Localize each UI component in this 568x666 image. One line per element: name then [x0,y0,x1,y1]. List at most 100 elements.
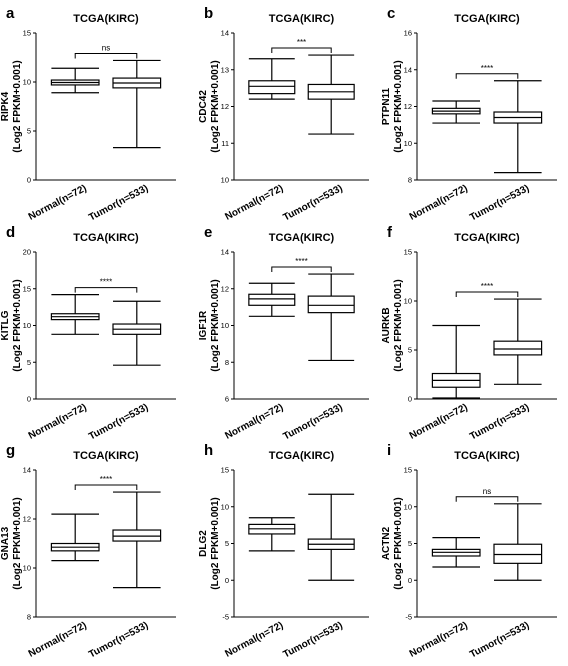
panel-b: b TCGA(KIRC) CDC42(Log2 FPKM+0.001) 10 11 12 1… [198,5,369,223]
y-tick-label: 10 [404,502,412,511]
y-axis-label-line: (Log2 FPKM+0.001) [210,279,221,372]
box-tumor [307,273,355,362]
y-tick-label: 15 [221,466,229,475]
panel-letter: a [6,5,15,22]
y-axis-label: CDC42(Log2 FPKM+0.001) [198,60,221,153]
y-tick-label: 0 [408,395,412,404]
y-axis-label: IGF1R(Log2 FPKM+0.001) [198,279,221,372]
y-tick-label: 8 [225,358,229,367]
chart-title: TCGA(KIRC) [269,13,335,25]
box-normal [431,537,481,568]
y-tick-label: 0 [27,176,31,185]
x-category-label: Tumor(n=533) [87,620,150,661]
panel-h: h TCGA(KIRC) DLG2(Log2 FPKM+0.001) -5 0 5 10 15… [198,442,369,660]
chart-title: TCGA(KIRC) [73,13,139,25]
box-normal [50,67,100,94]
chart-title: TCGA(KIRC) [269,450,335,462]
y-tick-label: 10 [221,321,229,330]
y-tick-label: 6 [225,395,229,404]
y-axis-label: RIPK4(Log2 FPKM+0.001) [0,60,23,153]
x-category-label: Normal(n=72) [27,402,89,442]
significance-label: **** [481,64,493,73]
box-normal [248,58,296,100]
chart-title: TCGA(KIRC) [269,232,335,244]
y-tick-label: 5 [225,539,229,548]
y-axis-label-line: RIPK4 [0,91,11,121]
significance-label: **** [100,475,112,484]
y-tick-label: 10 [23,564,31,573]
significance-bracket [74,484,138,491]
panel-g: g TCGA(KIRC) GNA13(Log2 FPKM+0.001) 8 10 12 14… [0,442,176,660]
y-tick-label: 15 [23,284,31,293]
y-tick-label: 0 [408,576,412,585]
x-category-label: Normal(n=72) [408,183,470,223]
y-axis-label: AURKB(Log2 FPKM+0.001) [381,279,404,372]
panel-i: i TCGA(KIRC) ACTN2(Log2 FPKM+0.001) -5 0 5 10 1… [381,442,557,660]
y-tick-label: 10 [404,139,412,148]
box-tumor [493,80,543,174]
y-tick-label: 14 [221,248,229,257]
significance-bracket [455,73,519,79]
significance-label: **** [295,257,307,266]
y-tick-label: 10 [23,78,31,87]
panel-letter: h [204,442,213,459]
y-tick-label: 0 [27,395,31,404]
y-tick-label: 15 [23,29,31,38]
y-tick-label: 5 [27,358,31,367]
chart-title: TCGA(KIRC) [73,232,139,244]
x-category-label: Normal(n=72) [223,620,285,660]
box-iqr [112,529,162,542]
x-category-label: Tumor(n=533) [281,183,344,224]
significance-bracket [455,496,519,502]
y-axis-label-line: AURKB [381,307,392,343]
x-category-label: Tumor(n=533) [468,183,531,224]
y-tick-label: 8 [408,176,412,185]
x-category-label: Tumor(n=533) [87,183,150,224]
y-tick-label: 10 [23,321,31,330]
panel-letter: i [387,442,391,459]
significance-label: **** [100,278,112,287]
y-axis-label: ACTN2(Log2 FPKM+0.001) [381,497,404,590]
panel-a: a TCGA(KIRC) RIPK4(Log2 FPKM+0.001) 0 5 10 15 N… [0,5,176,223]
panel-letter: d [6,224,15,241]
y-tick-label: 10 [221,176,229,185]
significance-bracket [74,287,138,293]
y-axis-label-line: (Log2 FPKM+0.001) [393,497,404,590]
box-normal [431,324,481,399]
significance-bracket [455,291,519,298]
x-category-label: Tumor(n=533) [281,402,344,443]
x-category-label: Normal(n=72) [27,620,89,660]
y-axis-label: KITLG(Log2 FPKM+0.001) [0,279,23,372]
x-category-label: Tumor(n=533) [281,620,344,661]
y-tick-label: 16 [404,29,412,38]
panel-letter: f [387,224,393,241]
y-tick-label: 12 [221,102,229,111]
box-iqr [248,293,296,306]
y-tick-label: 0 [225,576,229,585]
panel-d: d TCGA(KIRC) KITLG(Log2 FPKM+0.001) 0 5 10 15 2… [0,224,176,442]
significance-label: **** [481,282,493,291]
panel-letter: b [204,5,213,22]
panel-e: e TCGA(KIRC) IGF1R(Log2 FPKM+0.001) 6 8 10 12 1… [198,224,369,442]
y-tick-label: 5 [27,127,31,136]
box-normal [248,282,296,317]
significance-bracket [271,266,332,273]
x-category-label: Normal(n=72) [223,402,285,442]
y-axis-label-line: (Log2 FPKM+0.001) [12,279,23,372]
y-tick-label: 14 [404,65,412,74]
chart-title: TCGA(KIRC) [73,450,139,462]
y-tick-label: 12 [221,284,229,293]
y-axis-label-line: (Log2 FPKM+0.001) [12,497,23,590]
y-tick-label: -5 [405,613,412,622]
significance-label: ns [102,43,110,52]
y-tick-label: 13 [221,65,229,74]
x-category-label: Tumor(n=533) [468,620,531,661]
box-tumor [307,54,355,135]
box-iqr [493,543,543,564]
y-tick-label: 10 [404,297,412,306]
y-tick-label: 20 [23,248,31,257]
y-axis-label-line: PTPN11 [381,87,392,125]
y-axis-label-line: (Log2 FPKM+0.001) [12,60,23,153]
y-tick-label: 5 [408,346,412,355]
